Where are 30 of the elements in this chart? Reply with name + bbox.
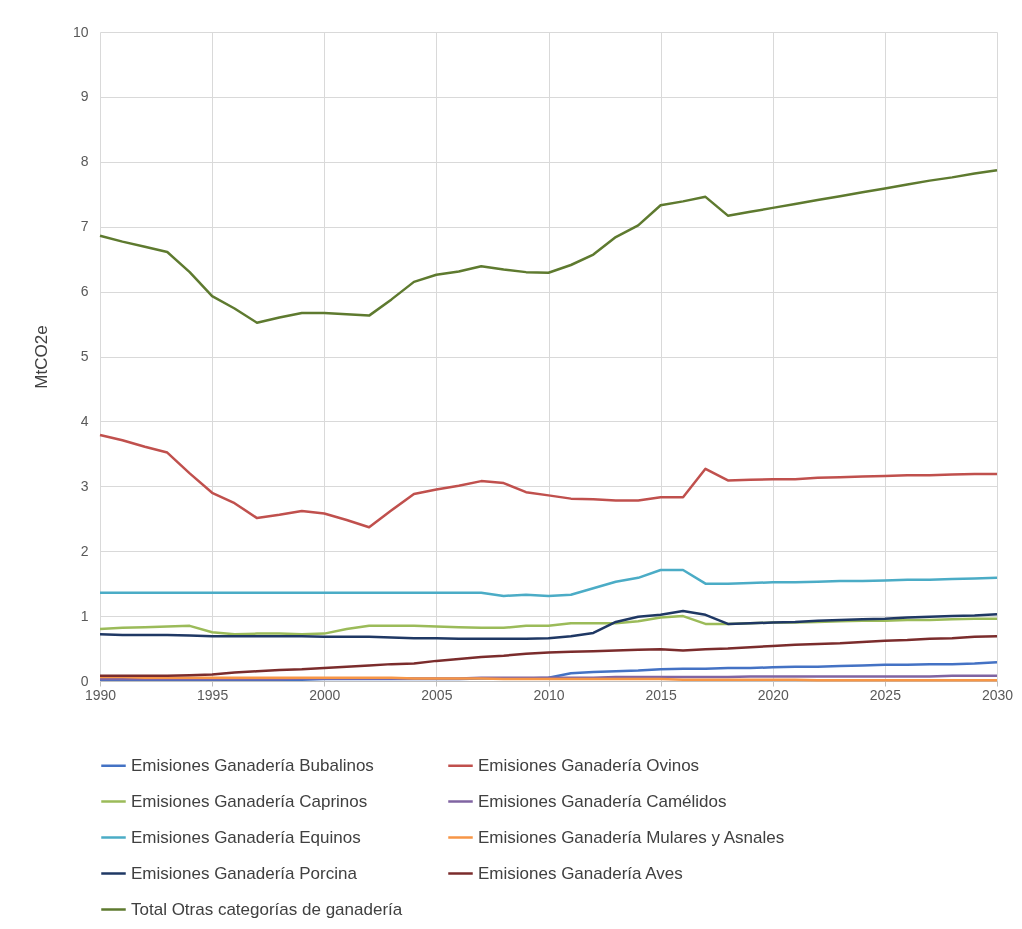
legend-label: Total Otras categorías de ganadería: [131, 899, 403, 919]
y-tick-label: 2: [80, 542, 89, 559]
y-tick-label: 8: [80, 153, 89, 170]
y-tick-label: 0: [80, 672, 89, 689]
legend-label: Emisiones Ganadería Aves: [478, 863, 683, 883]
y-tick-label: 10: [72, 23, 89, 40]
y-tick-label: 1: [80, 607, 89, 624]
y-tick-label: 5: [80, 348, 89, 364]
legend-label: Emisiones Ganadería Porcina: [131, 863, 358, 883]
x-tick-label: 2025: [869, 686, 902, 703]
legend-label: Emisiones Ganadería Caprinos: [131, 791, 368, 811]
y-axis-title: MtCO2e: [31, 325, 51, 389]
x-tick-label: 2000: [309, 686, 341, 703]
x-tick-label: 1995: [197, 686, 229, 703]
y-tick-label: 7: [80, 218, 89, 235]
legend-label: Emisiones Ganadería Ovinos: [478, 755, 700, 775]
x-tick-label: 2020: [757, 686, 790, 703]
x-tick-label: 2010: [533, 686, 565, 703]
y-tick-label: 9: [80, 88, 89, 105]
y-tick-label: 6: [80, 283, 89, 300]
x-tick-label: 2015: [645, 686, 677, 703]
legend-label: Emisiones Ganadería Camélidos: [478, 791, 727, 811]
y-tick-label: 3: [80, 477, 89, 494]
x-tick-label: 1990: [84, 686, 117, 703]
y-tick-label: 4: [80, 412, 89, 429]
legend-label: Emisiones Ganadería Bubalinos: [131, 755, 374, 775]
legend-label: Emisiones Ganadería Mulares y Asnales: [478, 827, 785, 847]
x-tick-label: 2030: [981, 686, 1014, 703]
x-tick-label: 2005: [421, 686, 453, 703]
legend-label: Emisiones Ganadería Equinos: [131, 827, 361, 847]
